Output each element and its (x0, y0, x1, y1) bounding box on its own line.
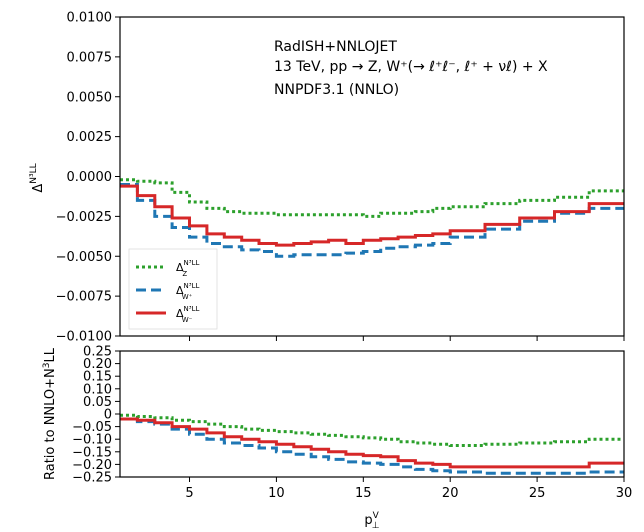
y-tick-label: −0.0050 (56, 250, 112, 265)
y-tick-label: −0.10 (72, 433, 112, 448)
y-tick-label: −0.0025 (56, 210, 112, 225)
annotation-line-3: NNPDF3.1 (NNLO) (274, 82, 399, 98)
y-tick-label: 0.0075 (67, 50, 113, 65)
y-tick-label: 0.10 (83, 382, 112, 397)
legend: ΔN³LL Z ΔN³LL W⁺ ΔN³LL W⁻ (128, 248, 218, 330)
ratio-series-line-0 (120, 413, 624, 447)
y-tick-label: 0.20 (83, 357, 112, 372)
y-tick-label: −0.05 (72, 420, 112, 435)
y-tick-label: −0.0075 (56, 290, 112, 305)
y-tick-label: 0.0100 (67, 11, 113, 26)
y-tick-label: −0.25 (72, 471, 112, 486)
ratio-y-axis-label: Ratio to NNLO+N3LL (42, 347, 58, 480)
y-tick-label: −0.15 (72, 445, 112, 460)
main-series-group (120, 178, 624, 258)
y-tick-label: 0.0000 (67, 170, 113, 185)
y-tick-label: 0.15 (83, 370, 112, 385)
ratio-panel: 0.250.200.150.100.050−0.05−0.10−0.15−0.2… (42, 345, 632, 532)
main-series-line-1 (120, 183, 624, 258)
y-tick-label: 0.0025 (67, 130, 113, 145)
main-y-axis-ticks: 0.0100 0.0075 0.0050 0.0025 0.0000 −0.0025 −0.… (56, 11, 120, 345)
y-tick-label: 0.05 (83, 395, 112, 410)
ratio-y-axis-ticks: 0.250.200.150.100.050−0.05−0.10−0.15−0.2… (72, 345, 120, 486)
annotation-line-1: RadISH+NNLOJET (274, 39, 397, 55)
y-tick-label: 0 (104, 408, 112, 423)
main-series-line-2 (120, 184, 624, 247)
ratio-series-line-2 (120, 417, 624, 469)
x-tick-label: 20 (442, 486, 459, 501)
y-tick-label: −0.20 (72, 458, 112, 473)
ratio-series-line-1 (120, 417, 624, 475)
annotation-line-2: 13 TeV, pp → Z, W⁺(→ ℓ⁺ℓ⁻, ℓ⁺ + νℓ) + X (274, 59, 548, 75)
main-series-line-0 (120, 178, 624, 218)
x-tick-label: 15 (355, 486, 372, 501)
main-y-axis-label: ΔN³LL (29, 163, 46, 192)
ratio-series-group (120, 413, 624, 475)
y-tick-label: −0.0100 (56, 330, 112, 345)
x-axis-label: pV ⊥ (364, 511, 379, 531)
main-plot-frame (119, 16, 625, 337)
ratio-plot-frame (119, 350, 625, 478)
main-x-axis-ticks (189, 336, 625, 341)
x-tick-label: 10 (268, 486, 285, 501)
x-tick-label: 30 (616, 486, 633, 501)
x-tick-label: 5 (185, 486, 193, 501)
main-panel: 0.0100 0.0075 0.0050 0.0025 0.0000 −0.0025 −0.… (29, 11, 625, 345)
y-tick-label: 0.0050 (67, 90, 113, 105)
x-tick-label: 25 (529, 486, 546, 501)
y-tick-label: 0.25 (83, 345, 112, 360)
ratio-x-axis-ticks: 5 10 15 20 25 30 (185, 477, 632, 501)
